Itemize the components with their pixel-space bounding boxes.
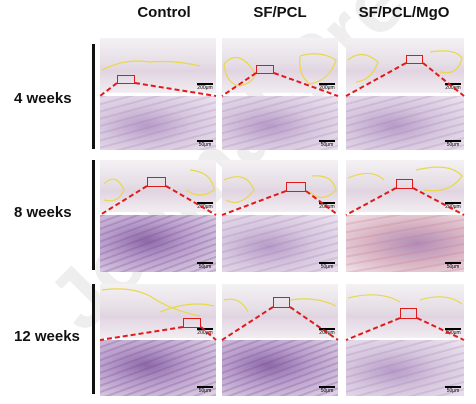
zoom-box-8w-control <box>147 177 166 187</box>
overview-panel-4w-sf-pcl-mgo: 200μm <box>346 38 464 93</box>
detail-panel-12w-sf-pcl-mgo: 50μm <box>346 340 464 396</box>
detail-panel-8w-sf-pcl-mgo: 50μm <box>346 215 464 272</box>
overview-panel-4w-control: 200μm <box>100 38 216 93</box>
scale-bar: 50μm <box>319 386 335 394</box>
detail-panel-8w-sf-pcl: 50μm <box>222 215 338 272</box>
overview-panel-12w-control: 200μm <box>100 284 216 338</box>
scale-bar: 50μm <box>197 386 213 394</box>
scale-bar: 50μm <box>197 140 213 148</box>
detail-panel-4w-sf-pcl-mgo: 50μm <box>346 96 464 150</box>
zoom-box-12w-control <box>183 318 201 328</box>
detail-panel-12w-control: 50μm <box>100 340 216 396</box>
scale-bar: 50μm <box>445 386 461 394</box>
detail-panel-4w-control: 50μm <box>100 96 216 150</box>
zoom-box-12w-sf-pcl-mgo <box>400 308 417 319</box>
scale-bar: 50μm <box>445 140 461 148</box>
row-label-4-weeks: 4 weeks <box>14 90 72 107</box>
zoom-box-12w-sf-pcl <box>273 297 290 308</box>
row-label-12-weeks: 12 weeks <box>14 328 80 345</box>
detail-panel-12w-sf-pcl: 50μm <box>222 340 338 396</box>
row-label-8-weeks: 8 weeks <box>14 204 72 221</box>
column-header-control: Control <box>137 4 191 21</box>
row-bracket-4-weeks <box>92 44 95 149</box>
zoom-box-4w-sf-pcl-mgo <box>406 55 423 64</box>
row-bracket-8-weeks <box>92 160 95 270</box>
overview-panel-12w-sf-pcl: 200μm <box>222 284 338 338</box>
scale-bar: 200μm <box>319 83 335 91</box>
zoom-box-4w-sf-pcl <box>256 65 274 74</box>
scale-bar: 200μm <box>445 328 461 336</box>
scale-bar: 200μm <box>319 202 335 210</box>
scale-bar: 200μm <box>197 328 213 336</box>
column-header-sf-pcl-mgo: SF/PCL/MgO <box>358 4 450 21</box>
detail-panel-8w-control: 50μm <box>100 215 216 272</box>
detail-panel-4w-sf-pcl: 50μm <box>222 96 338 150</box>
scale-bar: 50μm <box>445 262 461 270</box>
overview-panel-8w-sf-pcl: 200μm <box>222 160 338 212</box>
overview-panel-4w-sf-pcl: 200μm <box>222 38 338 93</box>
scale-bar: 50μm <box>319 140 335 148</box>
scale-bar: 200μm <box>197 83 213 91</box>
scale-bar: 200μm <box>445 202 461 210</box>
column-header-sf-pcl: SF/PCL <box>253 4 307 21</box>
scale-bar: 50μm <box>319 262 335 270</box>
zoom-box-4w-control <box>117 75 135 84</box>
zoom-box-8w-sf-pcl <box>286 182 306 192</box>
scale-bar: 50μm <box>197 262 213 270</box>
row-bracket-12-weeks <box>92 284 95 394</box>
scale-bar: 200μm <box>445 83 461 91</box>
scale-bar: 200μm <box>197 202 213 210</box>
scale-bar: 200μm <box>319 328 335 336</box>
zoom-box-8w-sf-pcl-mgo <box>396 179 413 189</box>
